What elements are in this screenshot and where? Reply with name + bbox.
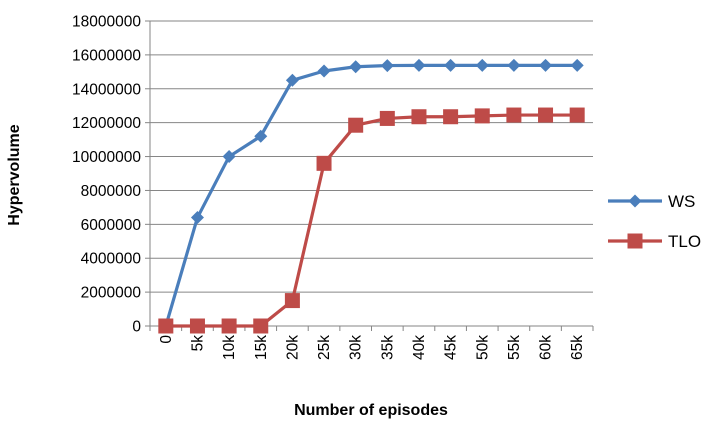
data-point xyxy=(190,211,204,225)
y-axis-title: Hypervolume xyxy=(6,124,23,225)
series-tlo xyxy=(158,107,585,334)
x-tick-labels: 0 5k 10k 15k 20k 25k 30k 35k 40k 45k 50k 55k 60k 65k xyxy=(158,335,586,360)
data-point xyxy=(411,109,427,125)
y-tick-label: 2000000 xyxy=(81,285,142,302)
legend: WS TLO xyxy=(608,192,701,251)
data-point xyxy=(317,64,331,78)
x-tick-label: 25k xyxy=(316,335,333,360)
data-point xyxy=(189,318,205,334)
y-tick-label: 16000000 xyxy=(72,47,141,64)
series-line xyxy=(164,63,578,327)
x-tick-label: 0 xyxy=(158,335,175,344)
x-tick-label: 35k xyxy=(379,335,396,360)
data-point xyxy=(474,108,490,124)
y-tick-label: 8000000 xyxy=(81,183,142,200)
y-tick-label: 6000000 xyxy=(81,217,142,234)
data-point xyxy=(506,107,522,123)
gridlines xyxy=(150,20,593,293)
x-tick-label: 15k xyxy=(253,335,270,360)
legend-label: WS xyxy=(668,192,695,211)
x-tick-label: 10k xyxy=(221,335,238,360)
data-point xyxy=(348,117,364,133)
x-tick-label: 5k xyxy=(189,335,206,352)
x-tick-label: 50k xyxy=(474,335,491,360)
x-tick-label: 45k xyxy=(443,335,460,360)
x-tick-label: 40k xyxy=(411,335,428,360)
series-ws xyxy=(159,58,584,333)
data-point xyxy=(570,58,584,72)
y-tick-label: 10000000 xyxy=(72,149,141,166)
data-point xyxy=(443,109,459,125)
data-point xyxy=(539,58,553,72)
x-tick-label: 55k xyxy=(506,335,523,360)
x-axis-title: Number of episodes xyxy=(294,402,448,419)
y-tick-label: 12000000 xyxy=(72,115,141,132)
x-tick-label: 30k xyxy=(348,335,365,360)
data-point xyxy=(379,110,395,126)
data-point xyxy=(380,59,394,73)
data-point xyxy=(444,58,458,72)
data-point xyxy=(507,58,521,72)
data-point xyxy=(412,58,426,72)
y-tick-label: 4000000 xyxy=(81,251,142,268)
y-tick-label: 0 xyxy=(132,319,141,336)
legend-item-ws: WS xyxy=(608,192,695,211)
data-point xyxy=(349,60,363,74)
data-point xyxy=(285,73,299,87)
y-tick-label: 14000000 xyxy=(72,81,141,98)
data-point xyxy=(221,318,237,334)
data-point xyxy=(222,150,236,164)
x-tick-label: 60k xyxy=(538,335,555,360)
legend-marker xyxy=(627,233,643,249)
data-point xyxy=(254,129,268,143)
series-line xyxy=(165,113,578,328)
legend-label: TLO xyxy=(668,232,701,251)
legend-item-tlo: TLO xyxy=(608,232,701,251)
data-point xyxy=(475,58,489,72)
data-point xyxy=(538,107,554,123)
data-point xyxy=(158,318,174,334)
data-point xyxy=(253,318,269,334)
data-point xyxy=(284,293,300,309)
x-tick-label: 65k xyxy=(569,335,586,360)
x-tick-label: 20k xyxy=(284,335,301,360)
data-point xyxy=(316,155,332,171)
series-layer xyxy=(158,58,585,334)
y-tick-label: 18000000 xyxy=(72,14,141,31)
y-tick-labels: 0 2000000 4000000 6000000 8000000 10000000 120… xyxy=(72,14,141,336)
legend-marker xyxy=(628,194,642,208)
data-point xyxy=(569,107,585,123)
